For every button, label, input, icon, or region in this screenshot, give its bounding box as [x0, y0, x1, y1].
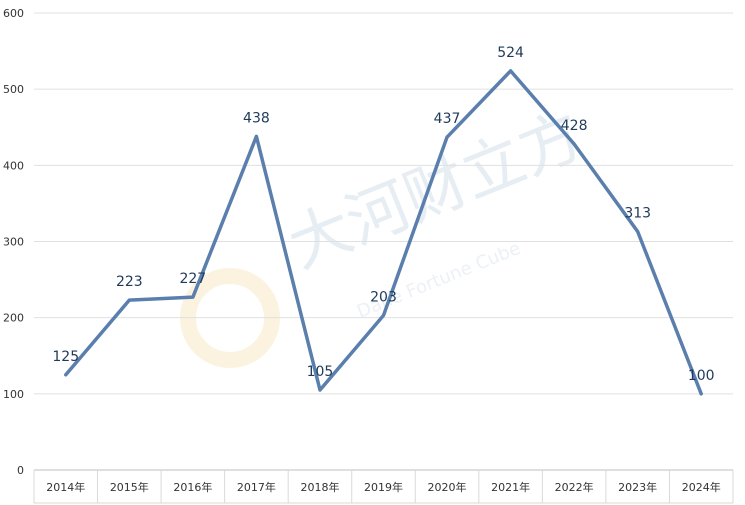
data-point [636, 230, 640, 234]
data-labels: 125 223 227 438 105 203 437 524 428 313 100 [52, 45, 714, 384]
data-label: 428 [561, 118, 588, 134]
data-label: 100 [688, 368, 715, 384]
x-tick-label: 2023年 [618, 480, 657, 494]
x-tick-label: 2020年 [428, 480, 467, 494]
data-label: 223 [116, 274, 143, 290]
x-tick-label: 2021年 [491, 480, 530, 494]
y-tick-label: 100 [3, 388, 24, 401]
data-label: 313 [624, 206, 651, 222]
data-point [191, 295, 195, 299]
data-point [572, 142, 576, 146]
data-label: 524 [497, 45, 524, 61]
y-tick-label: 300 [3, 236, 24, 249]
data-point [445, 135, 449, 139]
x-tick-label: 2022年 [555, 480, 594, 494]
data-point [509, 69, 513, 73]
x-tick-label: 2024年 [682, 480, 721, 494]
data-label: 438 [243, 110, 270, 126]
data-label: 203 [370, 289, 397, 305]
y-tick-label: 500 [3, 83, 24, 96]
data-point [254, 134, 258, 138]
x-tick-label: 2018年 [300, 480, 339, 494]
data-point [127, 298, 131, 302]
data-label: 125 [52, 349, 79, 365]
y-axis: 0 100 200 300 400 500 600 [3, 7, 24, 477]
data-point [64, 373, 68, 377]
watermark: 大河财立方 Dahe Fortune Cube [180, 98, 593, 368]
x-tick-label: 2015年 [110, 480, 149, 494]
x-tick-label: 2016年 [173, 480, 212, 494]
y-tick-label: 0 [17, 464, 24, 477]
y-tick-label: 400 [3, 159, 24, 172]
y-tick-label: 200 [3, 312, 24, 325]
x-tick-label: 2019年 [364, 480, 403, 494]
series [64, 69, 703, 396]
x-axis: 2014年 2015年 2016年 2017年 2018年 2019年 2020年 2021年… [33, 469, 734, 504]
y-tick-label: 600 [3, 7, 24, 20]
x-tick-label: 2014年 [46, 480, 85, 494]
data-point [382, 313, 385, 317]
data-point [699, 392, 703, 396]
data-point [318, 388, 322, 392]
data-label: 437 [434, 111, 461, 127]
x-tick-label: 2017年 [237, 480, 276, 494]
data-label: 227 [179, 271, 206, 287]
data-label: 105 [307, 364, 334, 380]
